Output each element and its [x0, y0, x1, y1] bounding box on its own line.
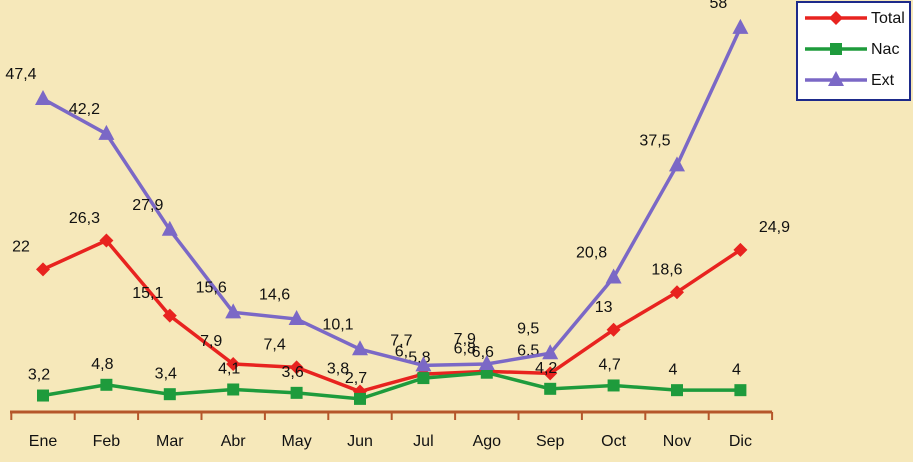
data-label: 37,5 [639, 133, 670, 150]
data-label: 7,9 [454, 331, 476, 348]
data-label: 26,3 [69, 210, 100, 227]
legend-label: Total [871, 10, 905, 27]
data-label: 24,9 [759, 219, 790, 236]
x-tick-label: Mar [156, 433, 184, 450]
marker [352, 340, 368, 356]
legend-label: Ext [871, 72, 895, 89]
data-label: 42,2 [69, 101, 100, 118]
data-label: 4,7 [598, 357, 620, 374]
marker [354, 392, 366, 405]
data-label: 3,4 [155, 365, 177, 382]
marker [37, 389, 49, 402]
legend-marker [830, 43, 842, 55]
marker [161, 220, 178, 236]
x-tick-label: Abr [221, 433, 247, 450]
data-label: 20,8 [576, 245, 607, 262]
marker [227, 383, 240, 396]
x-tick-label: Jul [413, 433, 433, 450]
series-line [42, 370, 741, 401]
marker [417, 372, 430, 385]
x-tick-label: Feb [93, 433, 121, 450]
marker [163, 388, 176, 401]
data-label: 2,7 [345, 370, 367, 387]
marker [162, 308, 177, 323]
x-tick-label: Jun [347, 433, 373, 450]
x-tick-label: Ago [473, 433, 502, 450]
marker [607, 379, 620, 392]
marker [733, 242, 748, 257]
marker [288, 310, 305, 326]
data-label: 7,9 [200, 333, 222, 350]
data-label: 4,8 [91, 356, 113, 373]
series-line [42, 27, 742, 368]
data-label: 4 [732, 361, 741, 378]
data-label: 4,2 [535, 360, 557, 377]
data-label: 15,6 [196, 280, 227, 297]
legend-marker [829, 11, 843, 25]
marker [669, 156, 685, 172]
legend-label: Nac [871, 41, 899, 58]
legend-marker [828, 71, 844, 86]
x-tick-label: Sep [536, 433, 565, 450]
data-label: 10,1 [322, 316, 353, 333]
marker [670, 285, 684, 300]
marker [289, 360, 304, 375]
marker [544, 382, 557, 395]
x-tick-label: Nov [663, 433, 691, 450]
marker [415, 356, 432, 372]
marker [98, 124, 115, 140]
data-label: 3,6 [281, 364, 303, 381]
marker [734, 384, 747, 397]
data-label: 9,5 [517, 320, 539, 337]
marker [99, 233, 114, 248]
data-label: 4,1 [218, 361, 240, 378]
x-tick-label: Oct [601, 433, 626, 450]
data-label: 3,2 [28, 367, 50, 384]
marker [543, 366, 558, 381]
marker [605, 268, 622, 284]
data-label: 27,9 [132, 197, 163, 214]
marker [35, 89, 51, 105]
marker [226, 356, 241, 371]
data-label: 13 [595, 299, 613, 316]
data-label: 47,4 [5, 66, 36, 83]
data-label: 7,7 [390, 333, 412, 350]
data-label: 7,4 [263, 337, 285, 354]
data-label: 3,8 [327, 361, 349, 378]
data-label: 18,6 [651, 261, 682, 278]
data-label: 6,8 [454, 341, 476, 358]
marker [671, 384, 683, 397]
marker [290, 386, 303, 399]
marker [478, 354, 495, 370]
marker [100, 378, 113, 391]
data-label: 6, [395, 343, 408, 360]
data-label: 58 [710, 0, 728, 12]
marker [542, 344, 559, 360]
series-line [42, 238, 742, 394]
marker [225, 303, 242, 319]
data-label: 15,1 [132, 285, 163, 302]
marker [732, 18, 749, 34]
x-tick-label: May [281, 433, 311, 450]
marker [36, 262, 50, 277]
data-label: 4 [669, 361, 678, 378]
x-tick-label: Dic [729, 433, 752, 450]
marker [606, 322, 621, 337]
data-label: 6,6 [472, 344, 494, 361]
x-tick-label: Ene [29, 433, 58, 450]
data-label: 14,6 [259, 286, 290, 303]
data-label: 22 [12, 239, 30, 256]
